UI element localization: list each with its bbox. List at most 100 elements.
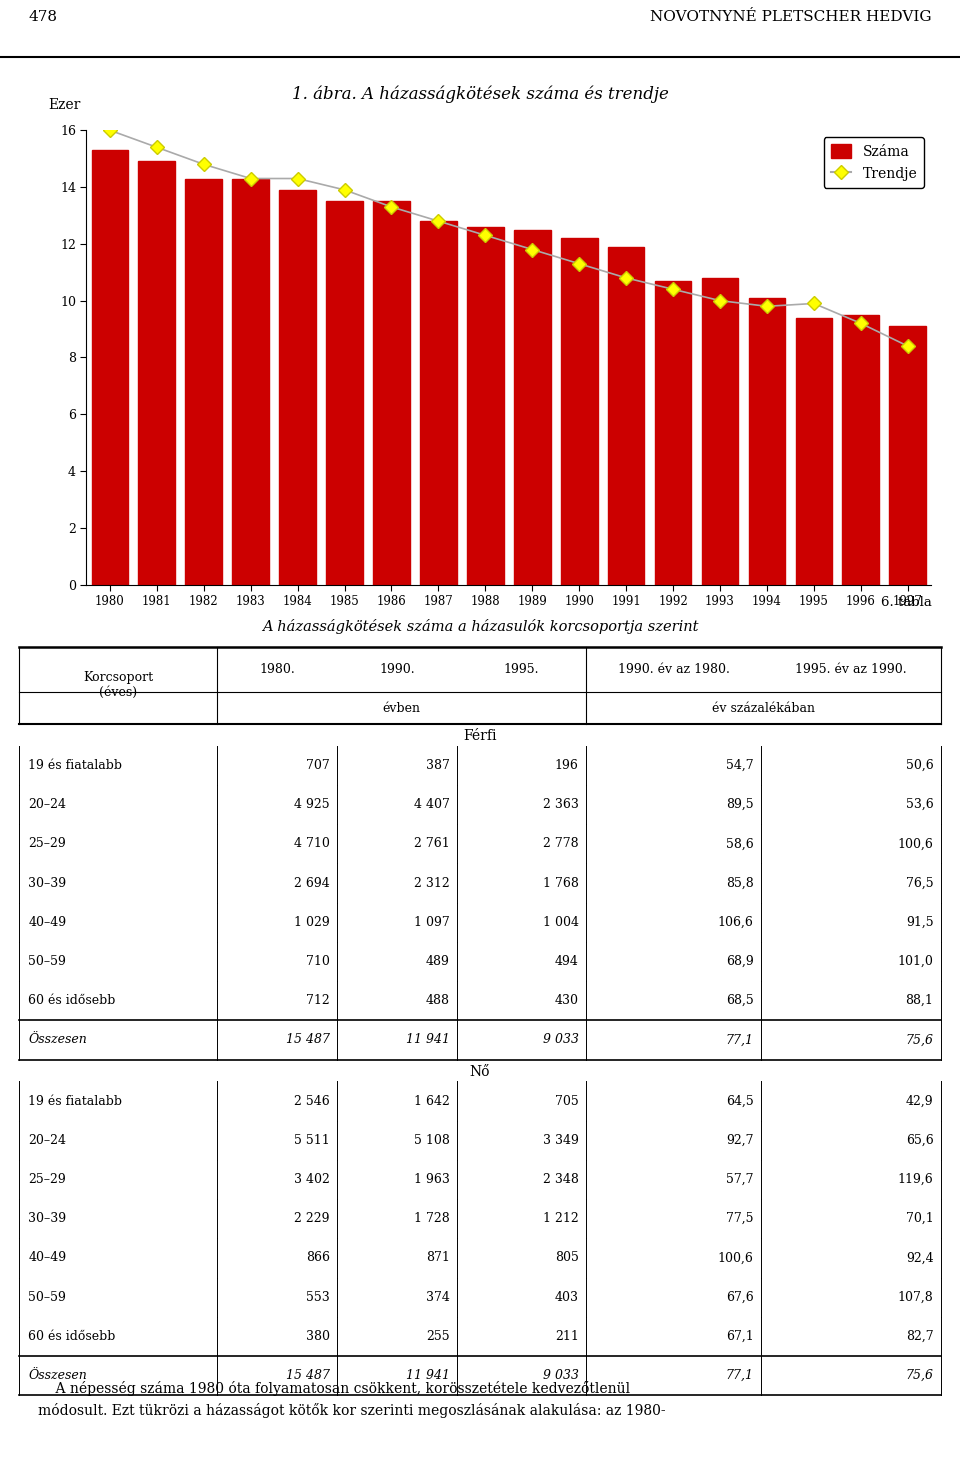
Text: 19 és fiatalabb: 19 és fiatalabb [29, 759, 123, 773]
Text: 712: 712 [306, 995, 330, 1008]
Text: 20–24: 20–24 [29, 798, 66, 811]
Text: 9 033: 9 033 [542, 1033, 579, 1046]
Text: 82,7: 82,7 [906, 1331, 933, 1342]
Text: 430: 430 [555, 995, 579, 1008]
Text: 553: 553 [306, 1291, 330, 1304]
Text: 494: 494 [555, 955, 579, 968]
Text: 58,6: 58,6 [726, 838, 754, 851]
Text: 68,5: 68,5 [726, 995, 754, 1008]
Text: 107,8: 107,8 [898, 1291, 933, 1304]
Text: 60 és idősebb: 60 és idősebb [29, 1331, 116, 1342]
Text: 100,6: 100,6 [898, 838, 933, 851]
Text: 1995. év az 1990.: 1995. év az 1990. [795, 663, 907, 676]
Text: A házasságkötések száma a házasulók korcsoportja szerint: A házasságkötések száma a házasulók korc… [262, 620, 698, 635]
Text: 11 941: 11 941 [405, 1033, 449, 1046]
Text: 1995.: 1995. [504, 663, 540, 676]
Text: 42,9: 42,9 [906, 1095, 933, 1107]
Bar [420, 221, 457, 585]
Text: 705: 705 [555, 1095, 579, 1107]
Bar [467, 226, 504, 585]
Text: 20–24: 20–24 [29, 1134, 66, 1147]
Text: 5 511: 5 511 [294, 1134, 330, 1147]
Text: 15 487: 15 487 [286, 1369, 330, 1382]
Text: 88,1: 88,1 [905, 995, 933, 1008]
Text: 65,6: 65,6 [905, 1134, 933, 1147]
Bar [373, 201, 410, 585]
Text: 3 402: 3 402 [294, 1174, 330, 1185]
Text: Összesen: Összesen [29, 1033, 87, 1046]
Text: 1 768: 1 768 [542, 876, 579, 889]
Text: 4 407: 4 407 [414, 798, 449, 811]
Text: 488: 488 [425, 995, 449, 1008]
Text: 30–39: 30–39 [29, 1212, 66, 1225]
Bar [843, 315, 879, 585]
Text: 53,6: 53,6 [905, 798, 933, 811]
Legend: Száma, Trendje: Száma, Trendje [824, 138, 924, 188]
Text: 6. tábla: 6. tábla [880, 596, 931, 608]
Text: Korcsoport
(éves): Korcsoport (éves) [84, 672, 154, 700]
Bar [514, 229, 551, 585]
Text: 1 728: 1 728 [414, 1212, 449, 1225]
Text: 403: 403 [555, 1291, 579, 1304]
Text: 374: 374 [425, 1291, 449, 1304]
Text: 92,4: 92,4 [906, 1252, 933, 1264]
Text: 11 941: 11 941 [405, 1369, 449, 1382]
Text: 50,6: 50,6 [905, 759, 933, 773]
Text: 57,7: 57,7 [726, 1174, 754, 1185]
Text: 77,1: 77,1 [726, 1033, 754, 1046]
Text: 871: 871 [425, 1252, 449, 1264]
Text: 77,5: 77,5 [726, 1212, 754, 1225]
Text: 3 349: 3 349 [542, 1134, 579, 1147]
Text: 100,6: 100,6 [718, 1252, 754, 1264]
Text: 5 108: 5 108 [414, 1134, 449, 1147]
Text: 77,1: 77,1 [726, 1369, 754, 1382]
Text: 1980.: 1980. [259, 663, 295, 676]
Text: 387: 387 [425, 759, 449, 773]
Text: 805: 805 [555, 1252, 579, 1264]
Text: Ezer: Ezer [48, 98, 81, 112]
Text: 40–49: 40–49 [29, 916, 66, 929]
Text: 1 642: 1 642 [414, 1095, 449, 1107]
Bar [889, 326, 926, 585]
Text: évben: évben [383, 702, 420, 715]
Text: 2 761: 2 761 [414, 838, 449, 851]
Text: 40–49: 40–49 [29, 1252, 66, 1264]
Text: 1990. év az 1980.: 1990. év az 1980. [617, 663, 730, 676]
Text: 489: 489 [425, 955, 449, 968]
Text: 1. ábra. A házasságkötések száma és trendje: 1. ábra. A házasságkötések száma és tren… [292, 86, 668, 104]
Bar [138, 161, 175, 585]
Text: 92,7: 92,7 [726, 1134, 754, 1147]
Bar [561, 238, 597, 585]
Text: 707: 707 [306, 759, 330, 773]
Text: 380: 380 [306, 1331, 330, 1342]
Text: 1 963: 1 963 [414, 1174, 449, 1185]
Text: 119,6: 119,6 [898, 1174, 933, 1185]
Text: 50–59: 50–59 [29, 1291, 66, 1304]
Text: 9 033: 9 033 [542, 1369, 579, 1382]
Text: 4 710: 4 710 [294, 838, 330, 851]
Bar [91, 149, 129, 585]
Text: 4 925: 4 925 [294, 798, 330, 811]
Text: 19 és fiatalabb: 19 és fiatalabb [29, 1095, 123, 1107]
Text: 2 363: 2 363 [542, 798, 579, 811]
Text: 710: 710 [306, 955, 330, 968]
Text: 50–59: 50–59 [29, 955, 66, 968]
Bar [796, 318, 832, 585]
Text: 15 487: 15 487 [286, 1033, 330, 1046]
Text: 196: 196 [555, 759, 579, 773]
Text: 30–39: 30–39 [29, 876, 66, 889]
Text: 75,6: 75,6 [905, 1369, 933, 1382]
Text: 91,5: 91,5 [906, 916, 933, 929]
Bar [279, 189, 316, 585]
Text: 255: 255 [426, 1331, 449, 1342]
Bar [749, 297, 785, 585]
Text: 2 778: 2 778 [543, 838, 579, 851]
Text: 67,1: 67,1 [726, 1331, 754, 1342]
Text: év százalékában: év százalékában [712, 702, 815, 715]
Text: 1 029: 1 029 [294, 916, 330, 929]
Text: NOVOTNYNÉ PLETSCHER HEDVIG: NOVOTNYNÉ PLETSCHER HEDVIG [650, 10, 931, 24]
Text: 2 694: 2 694 [294, 876, 330, 889]
Text: A népesség száma 1980 óta folyamatosan csökkent, korösszetétele kedvezőtlenül
mó: A népesség száma 1980 óta folyamatosan c… [37, 1381, 665, 1418]
Text: 106,6: 106,6 [718, 916, 754, 929]
Text: 76,5: 76,5 [906, 876, 933, 889]
